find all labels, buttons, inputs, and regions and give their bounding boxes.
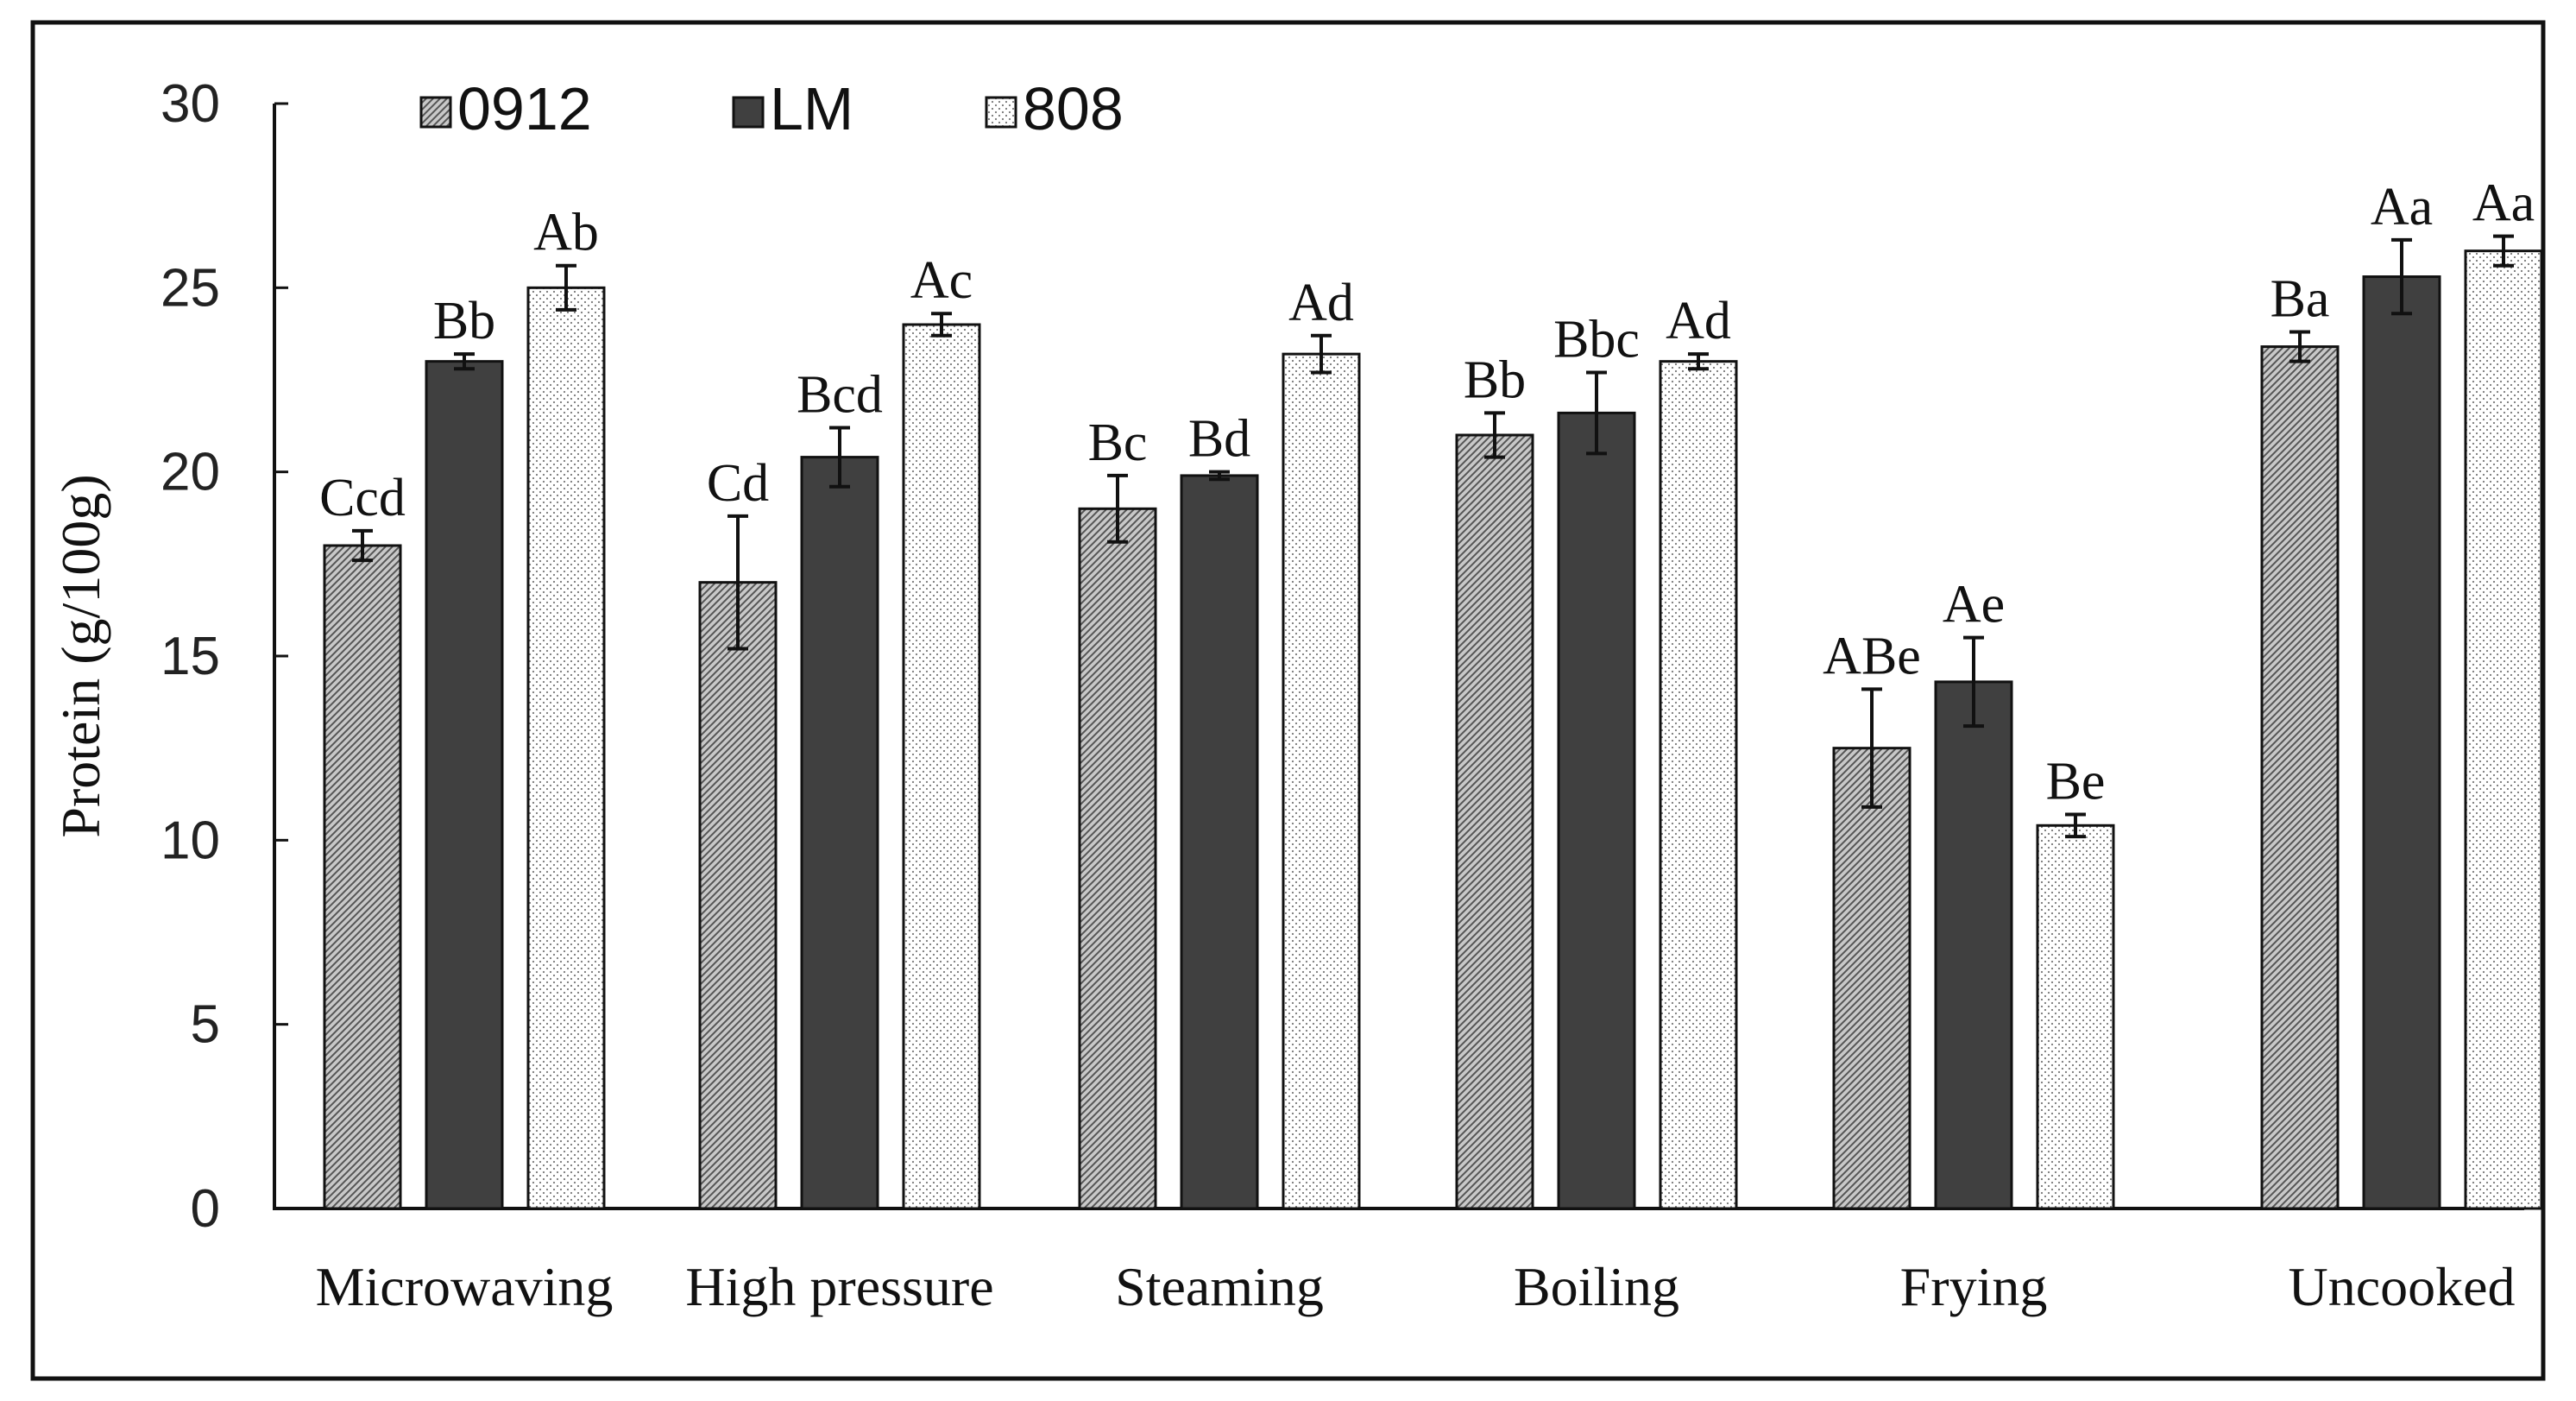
data-label: Ccd [319, 469, 406, 527]
bar [902, 323, 981, 1210]
bar [1557, 411, 1636, 1210]
legend-swatch-0912 [419, 96, 452, 129]
bar [1455, 433, 1534, 1210]
bar [800, 456, 879, 1210]
category-label: Microwaving [316, 1256, 614, 1317]
category-label: Uncooked [2288, 1256, 2515, 1317]
bar [1832, 747, 1912, 1210]
bar [2464, 249, 2543, 1210]
legend: 0912 LM 808 [419, 75, 1124, 142]
y-tick-label: 5 [191, 995, 220, 1055]
bar [2362, 275, 2441, 1210]
data-label: Bd [1188, 410, 1250, 469]
legend-label-lm: LM [770, 75, 853, 142]
data-label: Cd [707, 454, 769, 513]
y-tick-label: 15 [161, 627, 220, 686]
y-tick-label: 0 [191, 1179, 220, 1239]
data-label: Ad [1288, 274, 1354, 332]
category-label: High pressure [685, 1256, 993, 1317]
bar [526, 286, 606, 1210]
bar [1934, 680, 2013, 1210]
y-tick-label: 20 [161, 443, 220, 502]
bar [1282, 352, 1361, 1210]
category-label: Frying [1900, 1256, 2048, 1317]
data-label: Ba [2271, 270, 2330, 329]
bar [425, 360, 504, 1210]
data-label: Bc [1088, 413, 1148, 472]
legend-label-808: 808 [1023, 75, 1124, 142]
y-axis-label: Protein (g/100g) [50, 474, 111, 837]
data-label: Bb [1464, 350, 1526, 409]
data-label: Ab [533, 204, 599, 262]
bar [698, 581, 778, 1210]
data-label: Ad [1666, 292, 1731, 350]
data-label: Be [2046, 752, 2106, 811]
data-label: Aa [2472, 174, 2535, 233]
y-tick-label: 10 [161, 811, 220, 870]
legend-swatch-808 [985, 96, 1017, 129]
bar [1180, 474, 1259, 1210]
data-label: Bb [433, 292, 495, 350]
data-label: Bbc [1553, 310, 1640, 369]
legend-swatch-lm [732, 96, 765, 129]
y-ticks: 0 5 10 15 20 25 30 [161, 74, 288, 1239]
bar-groups: Ccd Bb Ab Cd Bcd Ac Bc Bd Ad Bb Bbc Ad ABe Ae Be Ba Aa Aa [319, 174, 2543, 1210]
bar [1078, 507, 1157, 1210]
legend-label-0912: 0912 [457, 75, 592, 142]
bar [2036, 824, 2115, 1210]
category-labels: Microwaving High pressure Steaming Boiling F… [316, 1256, 2516, 1317]
data-label: Ae [1943, 576, 2005, 634]
figure-frame [30, 20, 2546, 1381]
data-label: Bcd [797, 365, 883, 424]
bar [323, 544, 402, 1210]
data-label: ABe [1823, 627, 1921, 685]
data-label: Ac [910, 251, 973, 310]
category-label: Boiling [1514, 1256, 1679, 1317]
y-tick-label: 30 [161, 74, 220, 134]
y-tick-label: 25 [161, 258, 220, 318]
bar [1659, 360, 1738, 1210]
bar [2260, 345, 2340, 1210]
data-label: Aa [2371, 178, 2433, 237]
category-label: Steaming [1115, 1256, 1324, 1317]
